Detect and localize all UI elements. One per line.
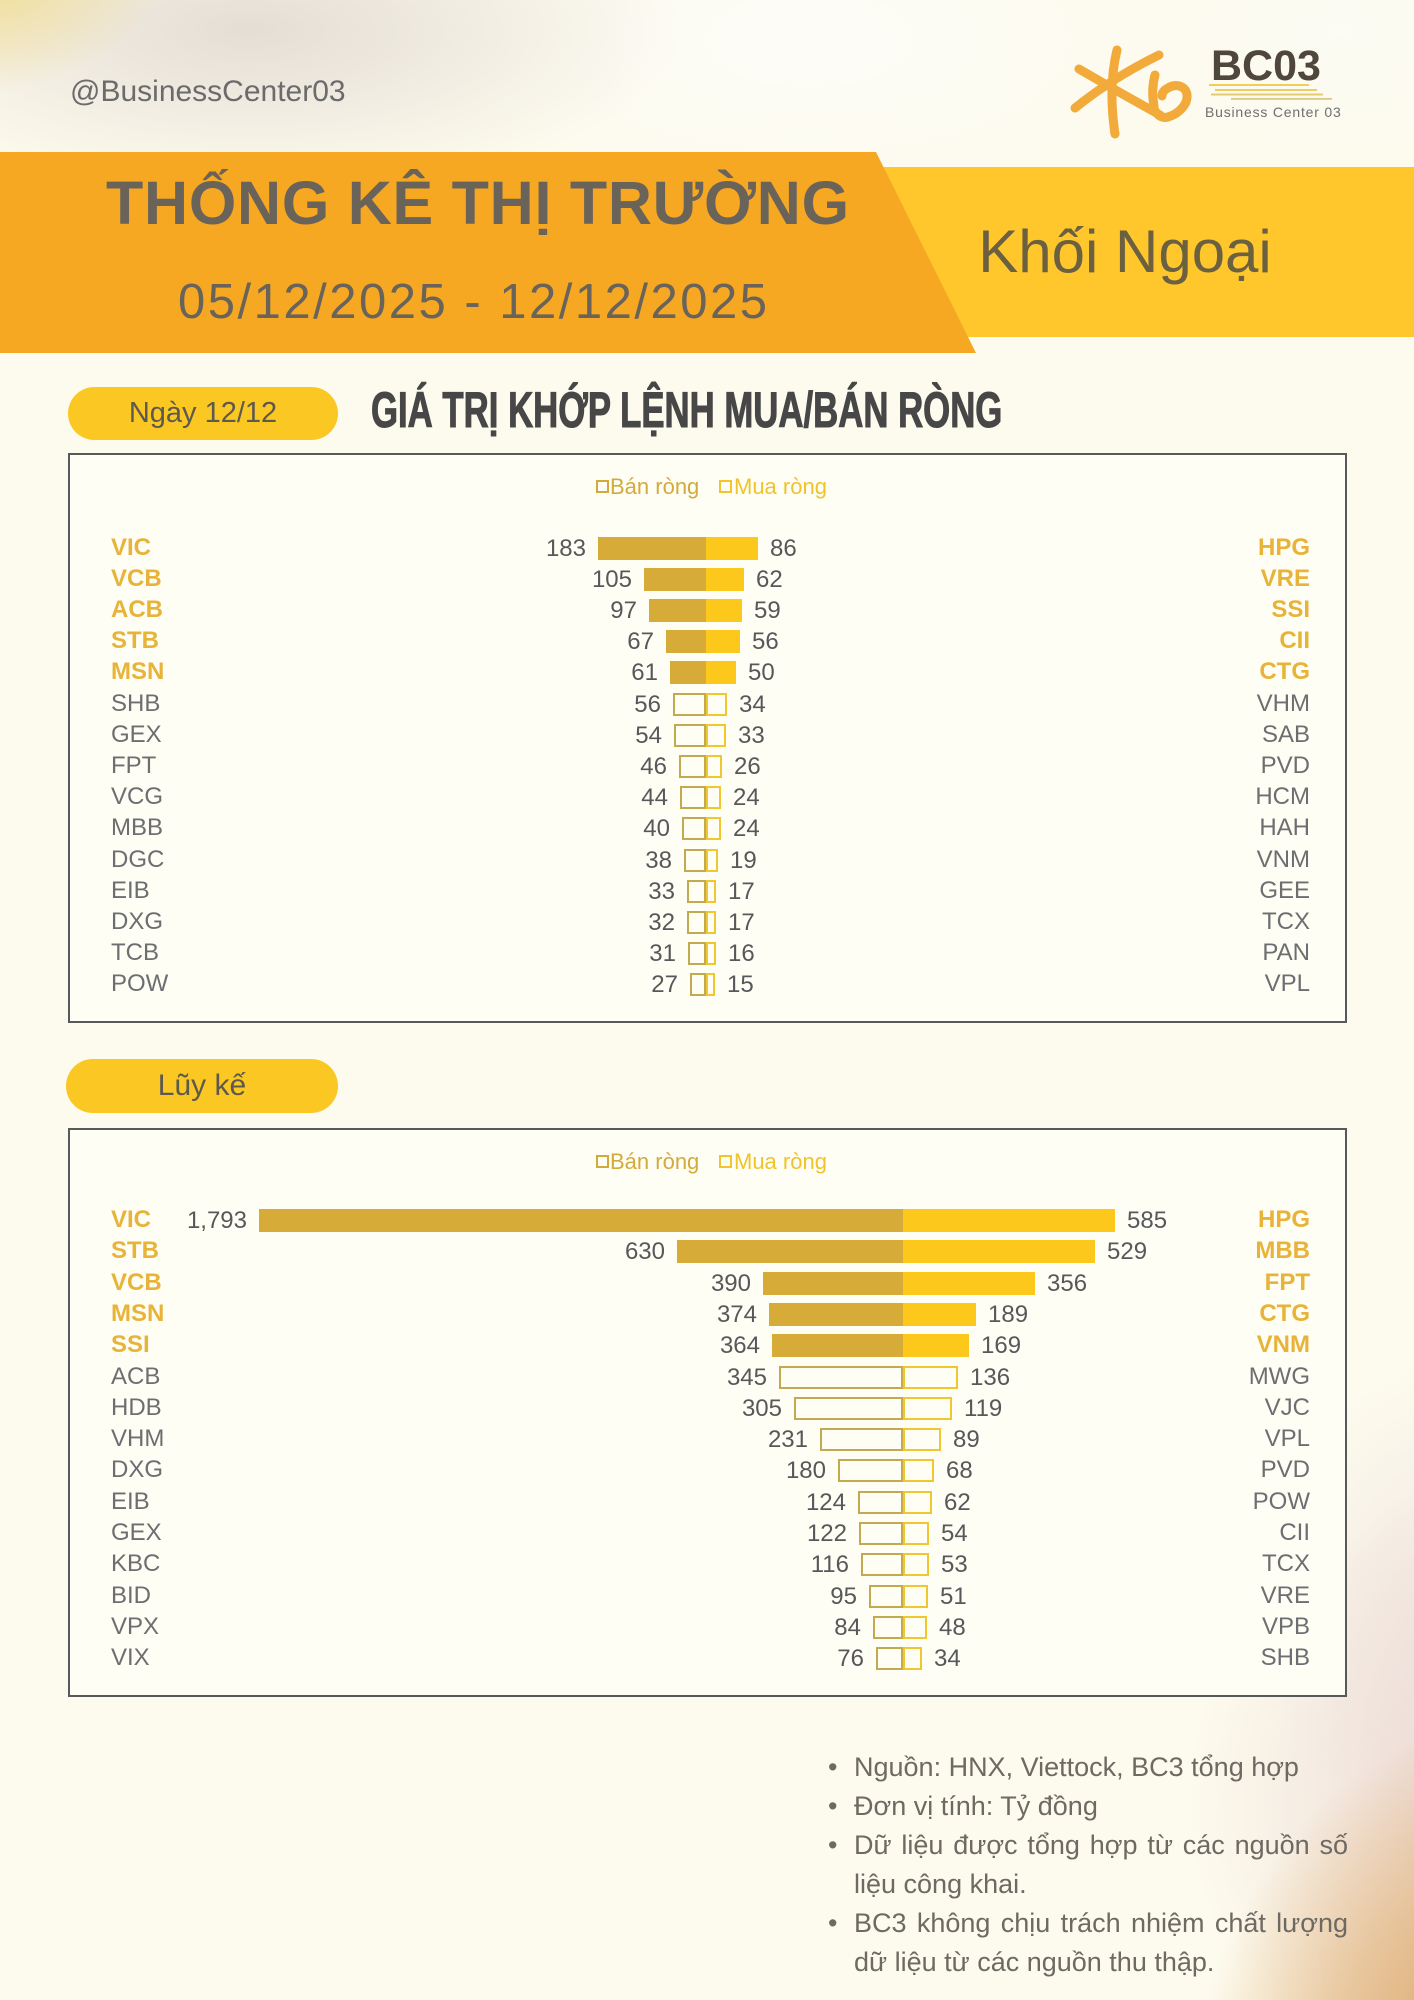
svg-text:Business Center 03: Business Center 03 <box>1205 104 1342 120</box>
svg-text:BC03: BC03 <box>1211 42 1321 90</box>
